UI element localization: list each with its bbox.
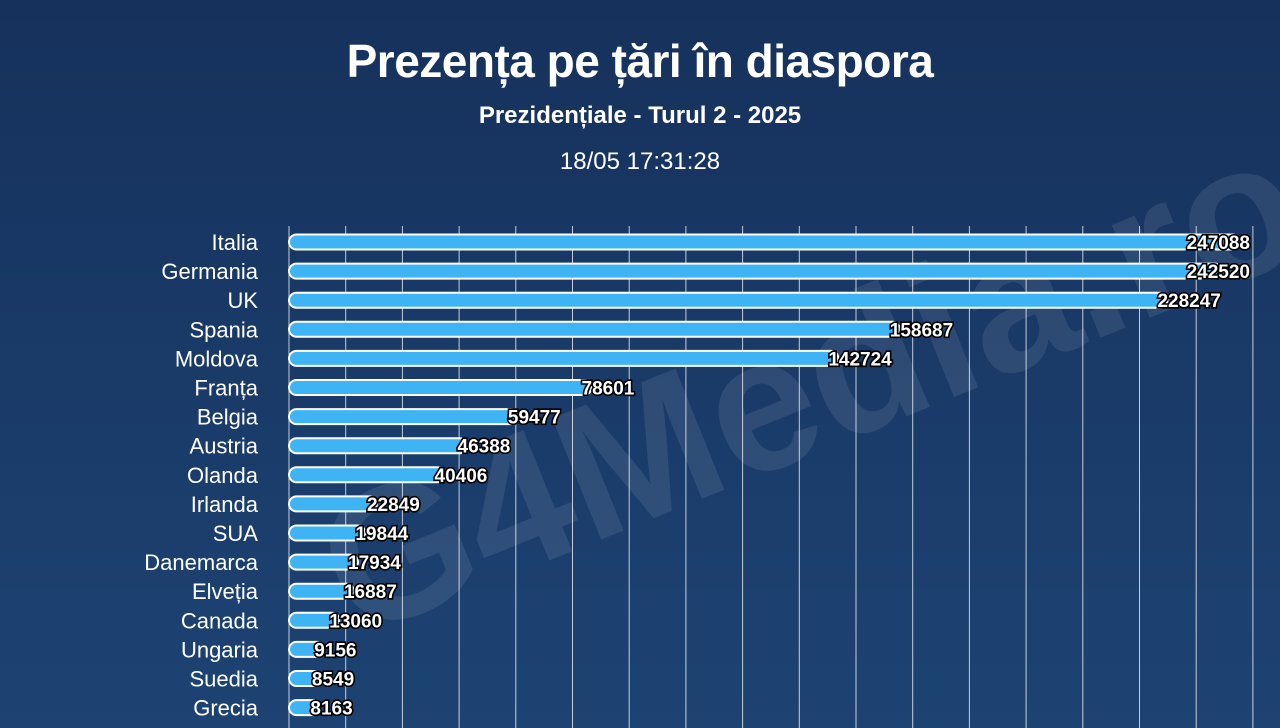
chart-subtitle: Prezidențiale - Turul 2 - 2025 xyxy=(478,102,802,129)
category-label: Austria xyxy=(190,434,259,459)
bar xyxy=(288,699,322,717)
value-label: 13060 xyxy=(329,611,382,632)
category-labels: Italia Germania UK Spania Moldova Franța Belgi… xyxy=(144,230,258,721)
bar xyxy=(288,320,901,338)
category-label: Moldova xyxy=(175,346,259,371)
category-label: Spania xyxy=(189,317,258,342)
value-label: 22849 xyxy=(367,495,420,516)
category-label: Suedia xyxy=(189,667,258,692)
value-label: 16887 xyxy=(344,582,397,603)
value-label: 46388 xyxy=(458,437,511,458)
bar xyxy=(288,291,1169,309)
bar xyxy=(288,553,360,571)
value-label: 17934 xyxy=(348,553,401,574)
value-labels: 247088 242520 228247 158687 142724 78601 59477… xyxy=(309,231,1252,721)
value-label: 142724 xyxy=(828,349,892,370)
chart-timestamp: 18/05 17:31:28 xyxy=(559,148,721,175)
bar xyxy=(288,408,519,426)
category-label: Danemarca xyxy=(144,550,258,575)
bar xyxy=(288,437,469,455)
category-label: Franța xyxy=(194,376,258,401)
category-label: Canada xyxy=(181,608,259,633)
category-label: SUA xyxy=(213,521,259,546)
chart-title: Prezența pe țări în diaspora xyxy=(346,35,934,87)
value-label: 8549 xyxy=(312,670,354,691)
category-label: UK xyxy=(227,288,258,313)
category-label: Olanda xyxy=(187,463,259,488)
bar xyxy=(288,379,593,396)
value-label: 40406 xyxy=(435,466,488,487)
bar xyxy=(288,349,840,367)
value-label: 242520 xyxy=(1187,262,1250,283)
gridlines xyxy=(288,226,1254,728)
category-label: Elveția xyxy=(192,579,259,604)
bar xyxy=(288,582,355,600)
value-label: 158687 xyxy=(890,320,953,341)
value-label: 59477 xyxy=(508,408,561,429)
bar xyxy=(288,640,326,658)
bar xyxy=(288,524,367,542)
bar xyxy=(288,233,1241,251)
category-label: Ungaria xyxy=(181,637,259,662)
category-label: Belgia xyxy=(197,405,259,430)
bar xyxy=(288,670,323,687)
value-label: 9156 xyxy=(314,640,356,661)
value-label: 19844 xyxy=(355,524,408,545)
value-label: 78601 xyxy=(582,379,635,400)
category-label: Grecia xyxy=(193,696,259,721)
bar xyxy=(288,611,341,629)
bar xyxy=(288,262,1224,280)
bar xyxy=(288,495,378,513)
value-label: 228247 xyxy=(1157,291,1220,312)
category-label: Italia xyxy=(212,230,259,255)
bars xyxy=(288,233,1241,717)
category-label: Irlanda xyxy=(191,492,259,517)
category-label: Germania xyxy=(161,259,258,284)
value-label: 247088 xyxy=(1187,233,1250,254)
value-label: 8163 xyxy=(310,699,352,720)
bar xyxy=(288,466,446,484)
